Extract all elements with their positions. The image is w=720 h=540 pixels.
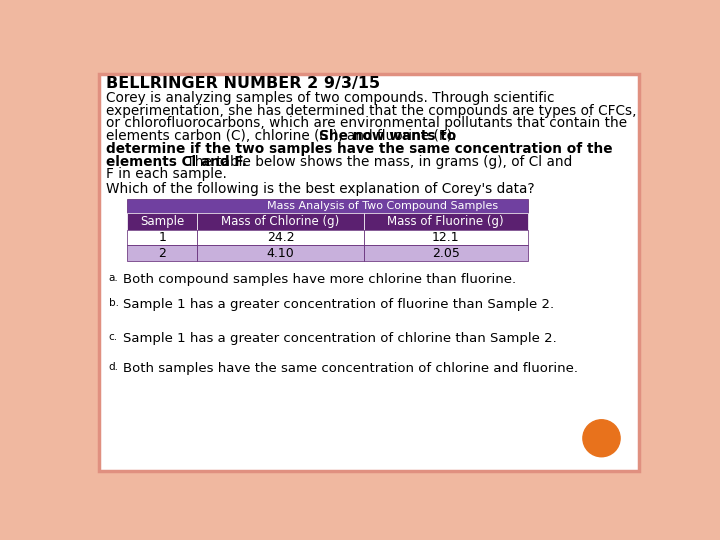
Text: 12.1: 12.1 xyxy=(432,231,459,244)
Bar xyxy=(197,245,364,261)
Text: Mass of Fluorine (g): Mass of Fluorine (g) xyxy=(387,215,504,228)
Bar xyxy=(127,230,197,245)
Bar xyxy=(364,213,528,230)
Text: or chlorofluorocarbons, which are environmental pollutants that contain the: or chlorofluorocarbons, which are enviro… xyxy=(106,117,626,130)
Bar xyxy=(197,213,364,230)
Text: Corey is analyzing samples of two compounds. Through scientific: Corey is analyzing samples of two compou… xyxy=(106,91,554,105)
Bar xyxy=(127,213,197,230)
Bar xyxy=(127,199,528,213)
Text: 2: 2 xyxy=(158,247,166,260)
Text: d.: d. xyxy=(109,362,119,373)
Text: 4.10: 4.10 xyxy=(266,247,294,260)
Text: Mass of Chlorine (g): Mass of Chlorine (g) xyxy=(221,215,340,228)
Text: F in each sample.: F in each sample. xyxy=(106,167,226,181)
Text: 1: 1 xyxy=(158,231,166,244)
Circle shape xyxy=(583,420,620,457)
Text: elements carbon (C), chlorine (Cl), and fluorine (F).: elements carbon (C), chlorine (Cl), and … xyxy=(106,129,460,143)
Bar xyxy=(127,245,197,261)
Text: Sample: Sample xyxy=(140,215,184,228)
Text: experimentation, she has determined that the compounds are types of CFCs,: experimentation, she has determined that… xyxy=(106,104,636,118)
Text: 24.2: 24.2 xyxy=(266,231,294,244)
Text: Both samples have the same concentration of chlorine and fluorine.: Both samples have the same concentration… xyxy=(122,362,577,375)
Bar xyxy=(364,245,528,261)
Bar xyxy=(364,230,528,245)
Text: The table below shows the mass, in grams (g), of Cl and: The table below shows the mass, in grams… xyxy=(182,154,572,168)
Text: Sample 1 has a greater concentration of chlorine than Sample 2.: Sample 1 has a greater concentration of … xyxy=(122,332,557,345)
Text: 2.05: 2.05 xyxy=(432,247,459,260)
Text: Which of the following is the best explanation of Corey's data?: Which of the following is the best expla… xyxy=(106,182,534,196)
Bar xyxy=(197,230,364,245)
Text: Both compound samples have more chlorine than fluorine.: Both compound samples have more chlorine… xyxy=(122,273,516,286)
Text: c.: c. xyxy=(109,332,118,342)
Text: Mass Analysis of Two Compound Samples: Mass Analysis of Two Compound Samples xyxy=(267,201,498,211)
Text: determine if the two samples have the same concentration of the: determine if the two samples have the sa… xyxy=(106,142,612,156)
Text: elements Cl and F.: elements Cl and F. xyxy=(106,154,246,168)
Text: Sample 1 has a greater concentration of fluorine than Sample 2.: Sample 1 has a greater concentration of … xyxy=(122,298,554,310)
Text: BELLRINGER NUMBER 2 9/3/15: BELLRINGER NUMBER 2 9/3/15 xyxy=(106,76,379,91)
Text: b.: b. xyxy=(109,298,119,308)
Text: She now wants to: She now wants to xyxy=(319,129,456,143)
Text: a.: a. xyxy=(109,273,118,283)
